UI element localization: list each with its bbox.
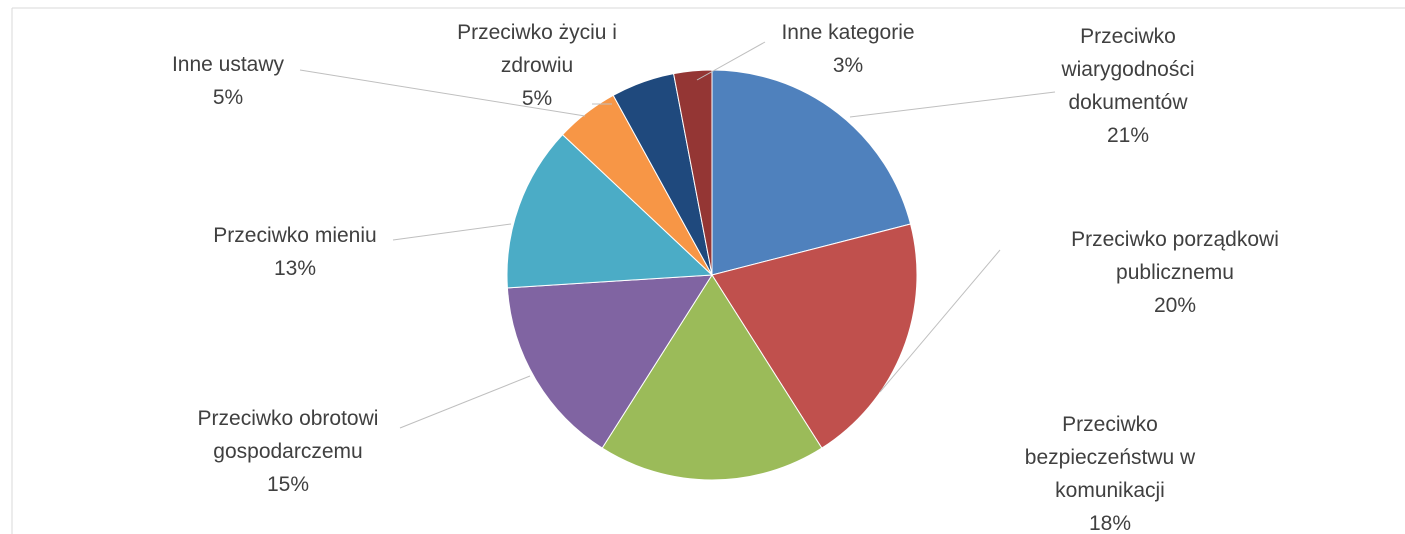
leader-line xyxy=(696,41,766,81)
category-name: Przeciwko życiu i zdrowiu xyxy=(457,21,617,77)
pie-slice xyxy=(506,133,714,289)
slice-label: Przeciwko porządkowi publicznemu 20% xyxy=(1025,223,1325,322)
value-label: 5% xyxy=(212,86,244,109)
pie-slice xyxy=(506,274,713,449)
slice-label: Inne kategorie 3% xyxy=(753,16,943,82)
slice-label: Przeciwko obrotowi gospodarczemu 15% xyxy=(168,402,408,501)
slice-label: Przeciwko bezpieczeństwu w komunikacji 18… xyxy=(1005,408,1215,534)
category-name: Przeciwko mieniu xyxy=(213,224,377,247)
slice-label: Przeciwko życiu i zdrowiu 5% xyxy=(437,16,637,115)
category-name: Przeciwko obrotowi gospodarczemu xyxy=(197,407,379,463)
value-label: 15% xyxy=(266,473,310,496)
leader-line xyxy=(392,223,512,241)
pie-slice xyxy=(673,69,713,276)
value-label: 3% xyxy=(832,54,864,77)
category-name: Inne kategorie xyxy=(781,21,915,44)
pie-slice xyxy=(711,223,918,449)
leader-line xyxy=(399,375,531,429)
value-label: 13% xyxy=(273,257,317,280)
category-name: Przeciwko wiarygodności dokumentów xyxy=(1061,25,1195,114)
category-name: Inne ustawy xyxy=(171,53,285,76)
value-label: 21% xyxy=(1106,124,1150,147)
value-label: 20% xyxy=(1153,294,1197,317)
pie-slice xyxy=(601,274,823,481)
value-label: 18% xyxy=(1088,512,1132,534)
category-name: Przeciwko bezpieczeństwu w komunikacji xyxy=(1024,413,1196,502)
category-name: Przeciwko porządkowi publicznemu xyxy=(1071,228,1279,284)
slice-label: Przeciwko mieniu 13% xyxy=(175,219,415,285)
leader-line xyxy=(299,69,586,117)
value-label: 5% xyxy=(521,87,553,110)
slice-label: Inne ustawy 5% xyxy=(148,48,308,114)
slice-label: Przeciwko wiarygodności dokumentów 21% xyxy=(1043,20,1213,152)
leader-line xyxy=(879,249,1001,393)
leader-line xyxy=(849,91,1056,118)
pie-slice xyxy=(711,69,912,276)
